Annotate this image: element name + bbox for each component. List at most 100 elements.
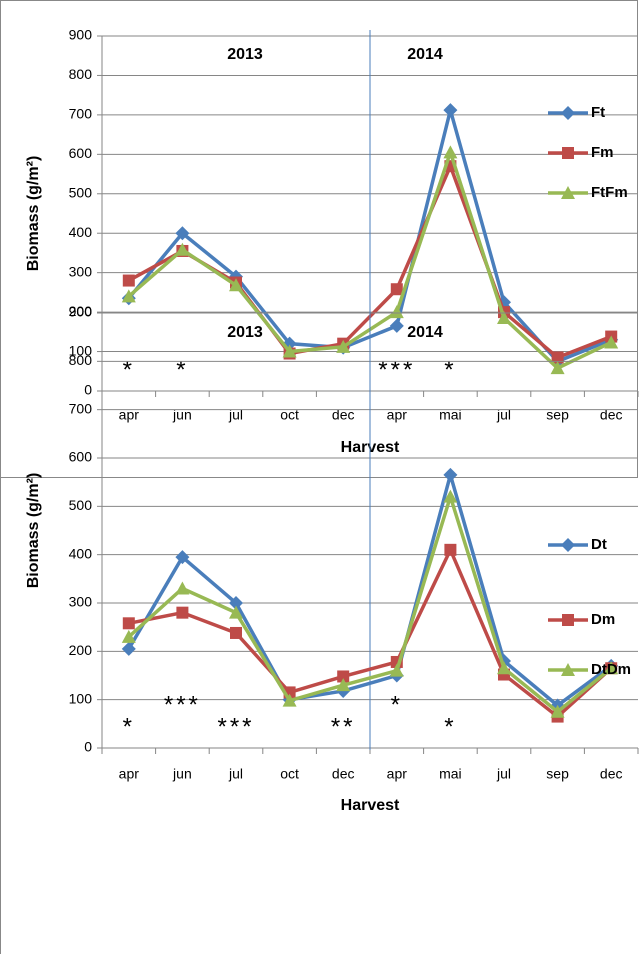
legend-marker — [561, 538, 575, 552]
y-tick-label: 100 — [69, 690, 93, 706]
x-tick-label: jul — [496, 407, 511, 423]
legend-marker — [562, 614, 574, 626]
significance-label: * — [391, 691, 403, 718]
legend-marker — [561, 663, 575, 676]
legend-marker — [562, 147, 574, 159]
legend-marker — [561, 106, 575, 120]
x-tick-label: oct — [280, 766, 299, 782]
significance-label: *** — [217, 713, 254, 740]
x-tick-label: apr — [119, 407, 140, 423]
y-tick-label: 200 — [69, 303, 93, 319]
y-tick-label: 900 — [69, 27, 93, 43]
y-tick-label: 900 — [69, 304, 93, 320]
point — [390, 283, 403, 296]
point — [443, 103, 458, 118]
significance-label: *** — [164, 691, 201, 718]
point — [551, 351, 564, 364]
significance-label: * — [123, 356, 135, 383]
x-tick-label: sep — [546, 766, 569, 782]
point — [443, 467, 458, 482]
y-tick-label: 700 — [69, 106, 93, 122]
y-tick-label: 600 — [69, 449, 93, 465]
x-tick-label: sep — [546, 407, 569, 423]
x-tick-label: jul — [228, 407, 243, 423]
y-tick-label: 400 — [69, 545, 93, 561]
significance-label: * — [176, 356, 188, 383]
point — [443, 145, 458, 159]
significance-label: * — [123, 713, 135, 740]
point — [444, 543, 457, 556]
x-axis-label: Harvest — [341, 797, 400, 814]
year-label: 2014 — [407, 46, 443, 63]
x-tick-label: mai — [439, 766, 462, 782]
significance-label: ** — [331, 713, 356, 740]
point — [122, 617, 135, 630]
y-tick-label: 300 — [69, 263, 93, 279]
point — [122, 274, 135, 287]
y-tick-label: 200 — [69, 642, 93, 658]
x-tick-label: dec — [600, 766, 623, 782]
y-tick-label: 300 — [69, 594, 93, 610]
year-label: 2014 — [407, 324, 443, 341]
point — [336, 339, 351, 353]
x-tick-label: jul — [228, 766, 243, 782]
y-axis-label: Biomass (g/m²) — [25, 156, 42, 272]
legend-label: DtDm — [591, 661, 631, 678]
point — [337, 670, 350, 683]
legend-label: FtFm — [591, 184, 628, 201]
year-label: 2013 — [227, 46, 263, 63]
x-tick-label: dec — [332, 407, 355, 423]
series — [121, 489, 619, 718]
point — [229, 278, 243, 292]
y-tick-label: 0 — [84, 382, 92, 398]
x-tick-label: dec — [332, 766, 355, 782]
x-tick-label: jun — [172, 407, 192, 423]
y-tick-label: 800 — [69, 66, 93, 82]
legend-label: Dt — [591, 536, 607, 553]
y-tick-label: 400 — [69, 224, 93, 240]
point — [175, 550, 190, 565]
y-axis-label: Biomass (g/m²) — [25, 473, 42, 589]
x-tick-label: dec — [600, 407, 623, 423]
y-tick-label: 100 — [69, 342, 93, 358]
point — [175, 226, 190, 241]
point — [175, 242, 190, 256]
legend-label: Fm — [591, 144, 614, 161]
point — [604, 335, 619, 349]
point — [121, 629, 136, 643]
y-tick-label: 0 — [84, 739, 92, 755]
significance-label: * — [444, 356, 456, 383]
y-tick-label: 500 — [69, 184, 93, 200]
point — [229, 596, 243, 610]
year-label: 2013 — [227, 324, 263, 341]
x-tick-label: apr — [119, 766, 140, 782]
point — [389, 663, 404, 677]
point — [550, 361, 565, 375]
significance-label: *** — [378, 356, 415, 383]
point — [389, 318, 404, 333]
point — [121, 289, 136, 303]
series-line — [127, 490, 613, 715]
y-tick-label: 800 — [69, 352, 93, 368]
point — [282, 693, 297, 707]
point — [497, 311, 511, 325]
legend-label: Ft — [591, 104, 605, 121]
point — [604, 661, 619, 675]
point — [175, 581, 190, 595]
x-tick-label: oct — [280, 407, 299, 423]
point — [121, 641, 136, 656]
point — [336, 678, 351, 692]
x-tick-label: jun — [172, 766, 192, 782]
point — [550, 704, 565, 718]
y-tick-label: 500 — [69, 497, 93, 513]
x-tick-label: mai — [439, 407, 462, 423]
panel-border — [0, 0, 638, 478]
point — [389, 305, 404, 319]
y-tick-label: 700 — [69, 400, 93, 416]
x-tick-label: apr — [387, 766, 408, 782]
series — [122, 543, 618, 723]
point — [229, 605, 243, 619]
legend-marker — [561, 186, 575, 199]
